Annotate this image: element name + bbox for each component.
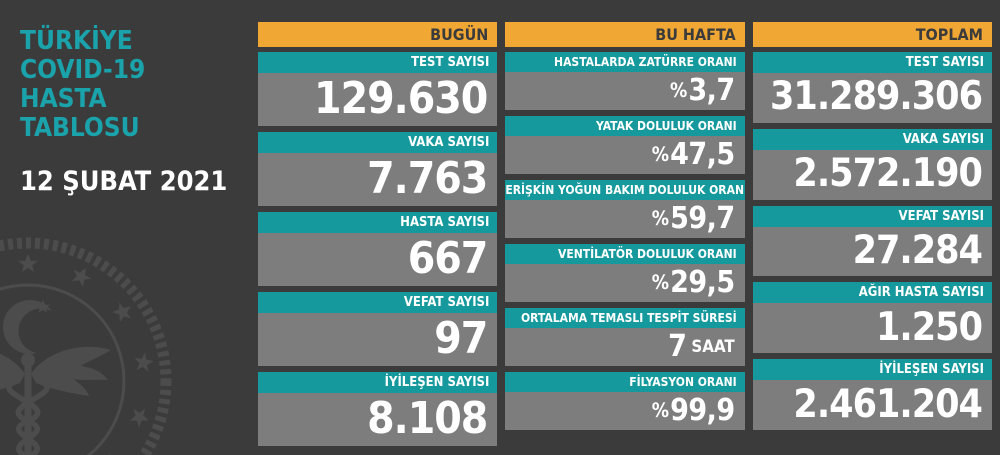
stat-card: ERİŞKİN YOĞUN BAKIM DOLULUK ORANI % 59,7 bbox=[505, 180, 745, 238]
title-line-3: HASTA bbox=[20, 84, 107, 114]
column-bu-hafta: BU HAFTA HASTALARDA ZATÜRRE ORANI % 3,7 … bbox=[505, 22, 745, 430]
title-line-1: TÜRKİYE bbox=[20, 26, 133, 56]
stat-label: VAKA SAYISI bbox=[752, 128, 992, 150]
value-number: 1.250 bbox=[876, 304, 983, 350]
cards: TEST SAYISI 129.630 VAKA SAYISI 7.763 HA… bbox=[258, 52, 498, 446]
stat-value: 8.108 bbox=[258, 393, 498, 446]
value-prefix: % bbox=[651, 398, 670, 422]
stat-card: VEFAT SAYISI 97 bbox=[258, 292, 498, 366]
stat-label: FİLYASYON ORANI bbox=[505, 372, 745, 392]
value-number: 29,5 bbox=[670, 264, 735, 300]
stat-value: 667 bbox=[258, 233, 498, 286]
value-prefix: % bbox=[651, 142, 670, 166]
stat-label: İYİLEŞEN SAYISI bbox=[752, 359, 992, 381]
page-title: TÜRKİYE COVID-19 HASTA TABLOSU bbox=[20, 27, 250, 143]
stat-label: ERİŞKİN YOĞUN BAKIM DOLULUK ORANI bbox=[505, 180, 745, 200]
value-number: 2.461.204 bbox=[793, 381, 983, 427]
value-number: 7.763 bbox=[367, 153, 488, 204]
column-header: TOPLAM bbox=[752, 22, 992, 47]
crescent-icon bbox=[3, 299, 64, 354]
cards: HASTALARDA ZATÜRRE ORANI % 3,7 YATAK DOL… bbox=[505, 52, 745, 430]
stat-label: TEST SAYISI bbox=[752, 52, 992, 73]
title-line-2: COVID-19 bbox=[20, 55, 146, 85]
value-suffix: SAAT bbox=[691, 336, 735, 356]
stat-value: 7.763 bbox=[258, 153, 498, 206]
stat-label: İYİLEŞEN SAYISI bbox=[258, 372, 498, 393]
stat-value: 2.572.190 bbox=[752, 149, 992, 200]
value-number: 2.572.190 bbox=[793, 151, 983, 197]
stat-label: HASTA SAYISI bbox=[258, 212, 498, 233]
stat-value: 1.250 bbox=[752, 303, 992, 354]
value-number: 47,5 bbox=[670, 136, 735, 172]
column-header: BUGÜN bbox=[258, 22, 498, 47]
stat-value: 129.630 bbox=[258, 73, 498, 126]
value-prefix: % bbox=[651, 206, 670, 230]
stat-label: HASTALARDA ZATÜRRE ORANI bbox=[505, 52, 745, 72]
stat-value: 27.284 bbox=[752, 226, 992, 277]
stat-value: 2.461.204 bbox=[752, 380, 992, 430]
value-number: 129.630 bbox=[314, 73, 488, 124]
column-toplam: TOPLAM TEST SAYISI 31.289.306 VAKA SAYIS… bbox=[752, 22, 992, 430]
ministry-of-health-logo-watermark bbox=[0, 237, 172, 455]
stat-value: 97 bbox=[258, 313, 498, 366]
column-header: BU HAFTA bbox=[505, 22, 745, 47]
stat-card: VAKA SAYISI 2.572.190 bbox=[752, 128, 992, 200]
value-number: 3,7 bbox=[688, 72, 735, 108]
stat-value: 31.289.306 bbox=[752, 73, 992, 123]
stat-card: VENTİLATÖR DOLULUK ORANI % 29,5 bbox=[505, 244, 745, 302]
value-number: 99,9 bbox=[670, 392, 735, 428]
stat-card: TEST SAYISI 129.630 bbox=[258, 52, 498, 126]
sidebar: TÜRKİYE COVID-19 HASTA TABLOSU 12 ŞUBAT … bbox=[20, 27, 250, 198]
stat-label: VEFAT SAYISI bbox=[258, 292, 498, 313]
value-number: 8.108 bbox=[367, 393, 488, 444]
stat-value: % 99,9 bbox=[505, 392, 745, 430]
column-bugun: BUGÜN TEST SAYISI 129.630 VAKA SAYISI 7.… bbox=[258, 22, 498, 446]
stat-card: ORTALAMA TEMASLI TESPİT SÜRESİ 7 SAAT bbox=[505, 308, 745, 366]
stat-card: FİLYASYON ORANI % 99,9 bbox=[505, 372, 745, 430]
value-number: 31.289.306 bbox=[770, 74, 983, 120]
stat-value: % 29,5 bbox=[505, 264, 745, 302]
stat-card: VEFAT SAYISI 27.284 bbox=[752, 205, 992, 277]
value-prefix: % bbox=[670, 78, 688, 102]
value-number: 27.284 bbox=[852, 227, 983, 273]
value-number: 667 bbox=[407, 233, 489, 284]
stat-value: % 59,7 bbox=[505, 200, 745, 238]
value-number: 97 bbox=[434, 313, 488, 364]
stat-label: VEFAT SAYISI bbox=[752, 205, 992, 227]
stat-label: ORTALAMA TEMASLI TESPİT SÜRESİ bbox=[505, 308, 745, 328]
date-label: 12 ŞUBAT 2021 bbox=[20, 166, 228, 197]
caduceus-icon bbox=[0, 346, 111, 455]
stat-card: AĞIR HASTA SAYISI 1.250 bbox=[752, 282, 992, 354]
stat-label: TEST SAYISI bbox=[258, 52, 498, 73]
board: BUGÜN TEST SAYISI 129.630 VAKA SAYISI 7.… bbox=[258, 22, 992, 446]
value-number: 59,7 bbox=[670, 200, 735, 236]
stat-label: YATAK DOLULUK ORANI bbox=[505, 116, 745, 136]
stat-card: VAKA SAYISI 7.763 bbox=[258, 132, 498, 206]
stat-card: HASTA SAYISI 667 bbox=[258, 212, 498, 286]
stat-card: HASTALARDA ZATÜRRE ORANI % 3,7 bbox=[505, 52, 745, 110]
stat-label: AĞIR HASTA SAYISI bbox=[752, 282, 992, 304]
stat-card: TEST SAYISI 31.289.306 bbox=[752, 52, 992, 123]
value-number: 7 bbox=[668, 328, 687, 364]
stat-value: 7 SAAT bbox=[505, 328, 745, 366]
cards: TEST SAYISI 31.289.306 VAKA SAYISI 2.572… bbox=[752, 52, 992, 430]
stat-card: İYİLEŞEN SAYISI 8.108 bbox=[258, 372, 498, 446]
stat-card: İYİLEŞEN SAYISI 2.461.204 bbox=[752, 359, 992, 430]
stat-value: % 47,5 bbox=[505, 136, 745, 174]
stat-value: % 3,7 bbox=[505, 72, 745, 110]
stat-label: VAKA SAYISI bbox=[258, 132, 498, 153]
title-line-4: TABLOSU bbox=[20, 113, 140, 143]
value-prefix: % bbox=[651, 270, 670, 294]
stat-card: YATAK DOLULUK ORANI % 47,5 bbox=[505, 116, 745, 174]
stat-label: VENTİLATÖR DOLULUK ORANI bbox=[505, 244, 745, 264]
